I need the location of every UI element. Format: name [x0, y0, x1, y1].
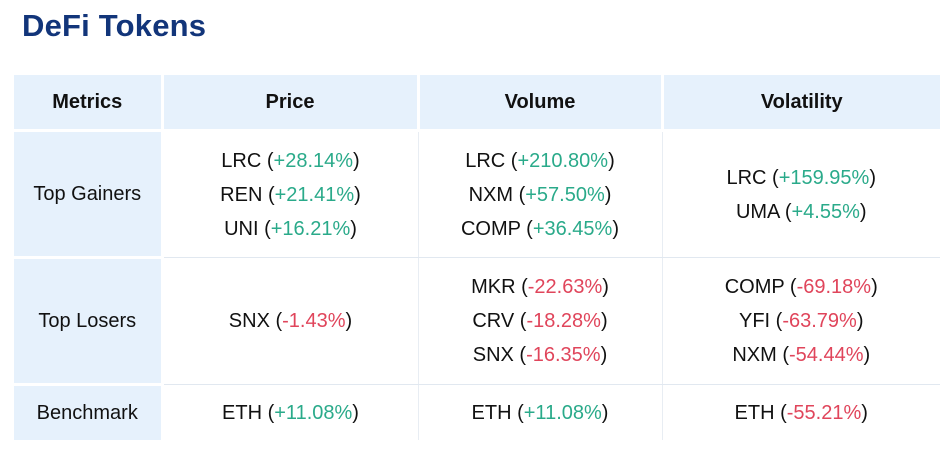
volatility-cell: COMP (-69.18%) YFI (-63.79%) NXM (-54.44… [662, 257, 940, 385]
token-entry: CRV (-18.28%) [472, 310, 608, 332]
volume-cell: MKR (-22.63%) CRV (-18.28%) SNX (-16.35%… [418, 257, 663, 385]
token-entry: SNX (-16.35%) [472, 344, 608, 366]
volatility-cell: ETH (-55.21%) [662, 385, 940, 441]
token-entry: COMP (+36.45%) [460, 217, 620, 240]
token-entry: LRC (+210.80%) [465, 149, 615, 172]
table-row-top-gainers: Top Gainers LRC (+28.14%) REN (+21.41%) … [14, 130, 940, 259]
volume-cell: ETH (+11.08%) [418, 384, 663, 440]
price-cell: SNX (-1.43%) [162, 257, 419, 385]
header-price: Price [162, 75, 420, 132]
price-cell: ETH (+11.08%) [162, 384, 419, 440]
table-header-row: Metrics Price Volume Volatility [14, 75, 940, 132]
token-entry: REN (+21.41%) [220, 183, 361, 206]
table-row-top-losers: Top Losers SNX (-1.43%) MKR (-22.63%) CR… [14, 257, 940, 386]
header-volume: Volume [418, 75, 664, 132]
token-entry: NXM (-54.44%) [732, 344, 871, 366]
token-entry: ETH (-55.21%) [734, 401, 868, 424]
token-entry: NXM (+57.50%) [468, 183, 612, 206]
header-metrics: Metrics [14, 75, 164, 132]
token-entry: UMA (+4.55%) [735, 200, 867, 223]
table-row-benchmark: Benchmark ETH (+11.08%) ETH (+11.08%) ET… [14, 384, 940, 441]
token-entry: COMP (-69.18%) [724, 276, 878, 298]
page-title: DeFi Tokens [22, 8, 207, 43]
row-label: Top Losers [14, 257, 164, 386]
header-volatility: Volatility [662, 75, 940, 132]
volume-cell: LRC (+210.80%) NXM (+57.50%) COMP (+36.4… [418, 130, 663, 258]
row-label: Benchmark [14, 384, 164, 440]
metrics-table: Metrics Price Volume Volatility Top Gain… [14, 75, 940, 440]
token-entry: UNI (+16.21%) [224, 217, 357, 240]
row-label: Top Gainers [14, 130, 164, 259]
token-entry: ETH (+11.08%) [222, 401, 359, 424]
token-entry: MKR (-22.63%) [471, 276, 609, 298]
price-cell: LRC (+28.14%) REN (+21.41%) UNI (+16.21%… [162, 130, 419, 258]
token-entry: LRC (+159.95%) [726, 166, 877, 189]
token-entry: ETH (+11.08%) [471, 401, 609, 424]
volatility-cell: LRC (+159.95%) UMA (+4.55%) [662, 130, 940, 258]
token-entry: SNX (-1.43%) [228, 310, 353, 332]
token-entry: LRC (+28.14%) [221, 149, 360, 172]
token-entry: YFI (-63.79%) [738, 310, 864, 332]
